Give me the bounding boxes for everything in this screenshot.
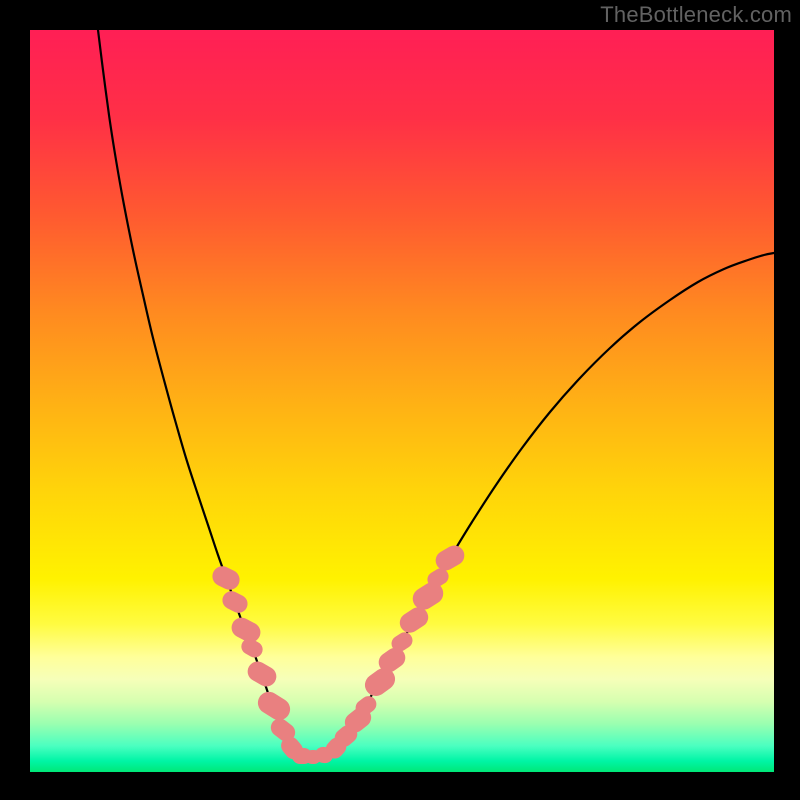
watermark-text: TheBottleneck.com	[600, 2, 792, 28]
chart-frame: TheBottleneck.com	[0, 0, 800, 800]
chart-svg	[30, 30, 774, 772]
plot-area	[30, 30, 774, 772]
